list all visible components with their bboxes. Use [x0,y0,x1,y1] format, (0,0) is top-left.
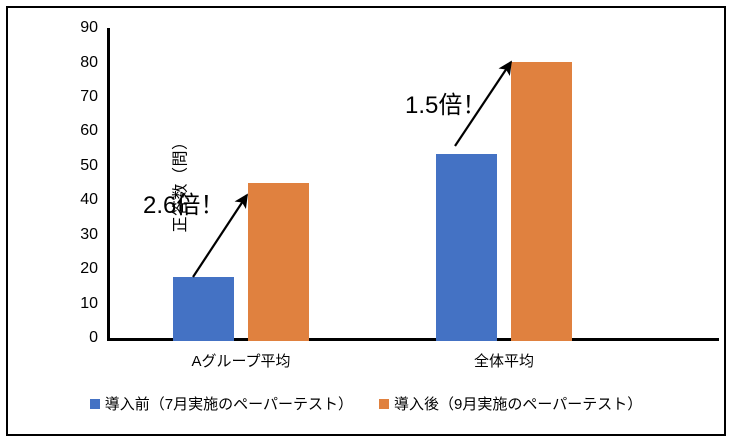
x-category-label-overall: 全体平均 [473,353,535,370]
y-tick-label-50: 50 [80,156,98,174]
chart-legend: 導入前（7月実施のペーパーテスト） 導入後（9月実施のペーパーテスト） [8,393,724,414]
legend-label-after: 導入後（9月実施のペーパーテスト） [394,396,643,413]
legend-item-after[interactable]: 導入後（9月実施のペーパーテスト） [379,393,642,414]
y-tick-label-60: 60 [80,122,98,140]
x-category-label-group-a: Aグループ平均 [191,353,291,370]
bar-before-overall[interactable] [436,154,497,341]
bar-before-group-a[interactable] [173,277,234,341]
annotation-label-overall: 1.5倍！ [405,92,487,119]
bar-after-group-a[interactable] [248,183,309,341]
y-tick-label-90: 90 [80,19,98,36]
y-tick-label-10: 10 [80,294,98,312]
legend-swatch-before-icon [89,398,100,409]
y-tick-label-30: 30 [80,225,98,243]
chart-container: 正答数（問） 90 80 70 60 50 40 30 20 10 0 2.6倍… [6,6,726,436]
y-tick-label-0: 0 [89,329,98,346]
y-axis-line [107,28,110,339]
plot-area: 正答数（問） 90 80 70 60 50 40 30 20 10 0 2.6倍… [80,20,722,370]
legend-swatch-after-icon [379,398,389,409]
y-tick-label-40: 40 [80,191,98,209]
x-axis-line [107,338,719,341]
legend-item-before[interactable]: 導入前（7月実施のペーパーテスト） [89,393,353,414]
y-tick-label-80: 80 [80,53,98,71]
y-tick-label-70: 70 [80,88,98,105]
legend-label-before: 導入前（7月実施のペーパーテスト） [104,396,353,413]
bar-after-overall[interactable] [511,62,572,341]
y-tick-label-20: 20 [80,260,98,278]
annotation-label-group-a: 2.6倍！ [143,192,225,219]
